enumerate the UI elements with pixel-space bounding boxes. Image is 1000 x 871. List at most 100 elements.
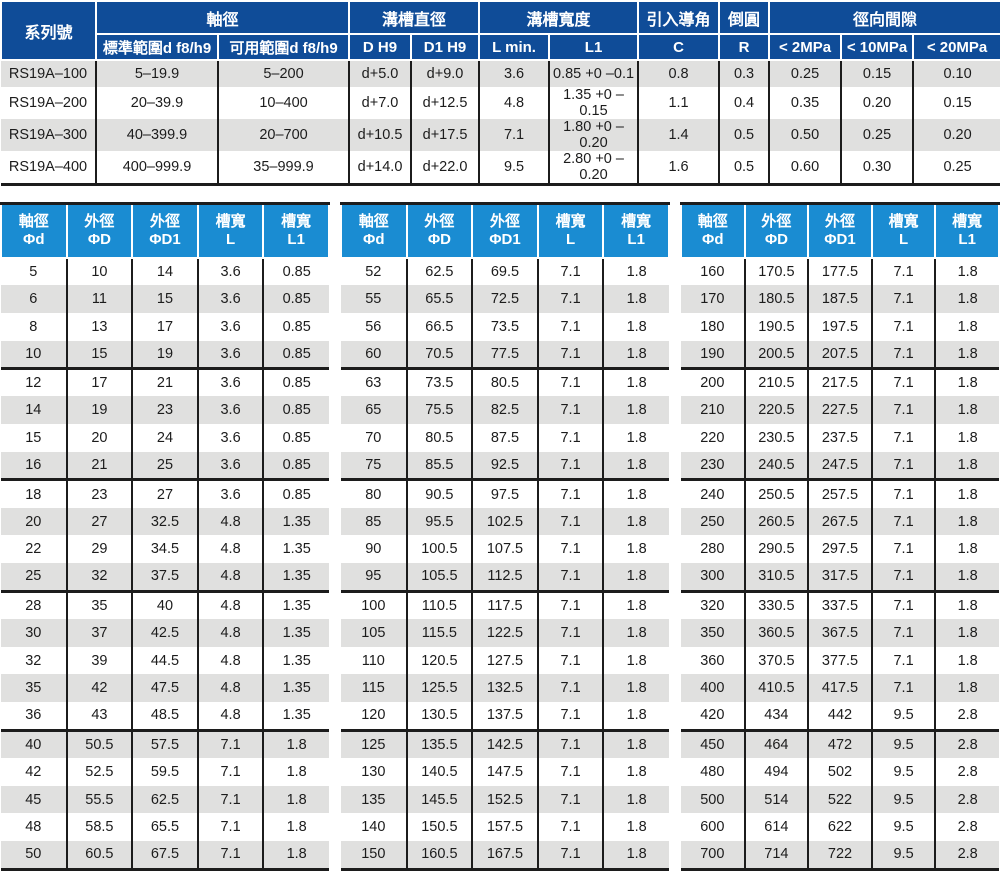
table-cell: 17 — [131, 313, 198, 341]
column-header: 槽寬 L — [196, 203, 265, 259]
series-spec-table: 系列號 軸徑 溝槽直徑 溝槽寬度 引入導角 倒圓 徑向間隙 標準範圍d f8/h… — [0, 0, 1000, 186]
table-cell: d+14.0 — [348, 151, 412, 186]
table-cell: 220.5 — [743, 396, 809, 425]
table-cell: 7.1 — [536, 257, 604, 286]
table-row: 220 230.5 237.5 7.1 1.8 — [681, 424, 999, 453]
table-cell: 367.5 — [807, 618, 872, 647]
table-row: 600 614 622 9.5 2.8 — [681, 813, 999, 842]
table-cell: 160 — [681, 257, 745, 286]
table-cell: 1.8 — [934, 479, 999, 508]
table-cell: d+12.5 — [410, 87, 480, 119]
table-cell: 1.8 — [934, 396, 999, 425]
table-cell: 1.35 — [262, 563, 329, 593]
table-row: 10 15 19 3.6 0.85 — [1, 340, 329, 371]
col-header-d-h9: D H9 — [348, 33, 413, 61]
table-cell: 120.5 — [405, 646, 473, 675]
table-cell: 7.1 — [536, 757, 604, 786]
table-cell: 7.1 — [536, 591, 604, 619]
table-cell: 1.8 — [602, 813, 669, 842]
column-header: 外徑 ΦD1 — [131, 203, 199, 259]
table-row: 14 19 23 3.6 0.85 — [1, 396, 329, 425]
table-cell: 23 — [65, 479, 133, 508]
table-row: 400 410.5 417.5 7.1 1.8 — [681, 674, 999, 703]
table-row: 56 66.5 73.5 7.1 1.8 — [341, 313, 669, 341]
table-cell: 190.5 — [743, 313, 809, 341]
table-cell: 1.8 — [602, 646, 669, 675]
table-cell: 39 — [65, 646, 133, 675]
table-cell: 28 — [1, 591, 67, 619]
col-group-lead-in-chamfer: 引入導角 — [637, 0, 721, 35]
table-cell: 20 — [1, 507, 67, 536]
table-row: 130 140.5 147.5 7.1 1.8 — [341, 757, 669, 786]
table-row: RS19A–400 400–999.9 35–999.9 d+14.0 d+22.0 9.… — [1, 151, 1000, 186]
table-row: 500 514 522 9.5 2.8 — [681, 785, 999, 814]
table-row: 110 120.5 127.5 7.1 1.8 — [341, 646, 669, 675]
table-cell: 0.30 — [840, 151, 914, 186]
table-row: 105 115.5 122.5 7.1 1.8 — [341, 618, 669, 647]
table-cell: 1.35 — [262, 702, 329, 732]
table-cell: 145.5 — [405, 785, 473, 814]
table-row: 70 80.5 87.5 7.1 1.8 — [341, 424, 669, 453]
table-cell: 32 — [65, 563, 133, 593]
table-cell: 117.5 — [471, 591, 538, 619]
table-cell: 0.25 — [840, 119, 914, 151]
table-cell: 0.85 — [262, 368, 329, 397]
table-cell: 77.5 — [471, 340, 538, 371]
table-cell: 15 — [1, 424, 67, 453]
table-cell: 9.5 — [870, 730, 936, 758]
table-cell: 36 — [1, 702, 67, 732]
table-cell: RS19A–300 — [1, 119, 96, 151]
table-cell: 34.5 — [131, 535, 198, 564]
table-row: 200 210.5 217.5 7.1 1.8 — [681, 368, 999, 397]
table-cell: 135 — [341, 785, 407, 814]
table-cell: 7.1 — [870, 257, 936, 286]
table-cell: 20–39.9 — [95, 87, 218, 119]
spec-header-sub-row: 標準範圍d f8/h9 可用範圍d f8/h9 D H9 D1 H9 L min… — [1, 33, 1000, 61]
table-cell: 62.5 — [405, 257, 473, 286]
table-cell: 56 — [341, 313, 407, 341]
table-cell: 45 — [1, 785, 67, 814]
table-cell: 73.5 — [405, 368, 473, 397]
table-cell: 2.8 — [934, 730, 999, 758]
table-cell: 150 — [341, 841, 407, 871]
table-cell: 1.8 — [934, 313, 999, 341]
table-cell: 0.60 — [768, 151, 842, 186]
table-cell: 1.35 +0 –0.15 — [548, 87, 639, 119]
col-header-usable-range: 可用範圍d f8/h9 — [216, 33, 351, 61]
table-cell: 0.85 — [262, 396, 329, 425]
table-cell: RS19A–200 — [1, 87, 96, 119]
table-cell: 2.8 — [934, 757, 999, 786]
table-cell: 80.5 — [471, 368, 538, 397]
table-row: 5 10 14 3.6 0.85 — [1, 257, 329, 286]
table-cell: 230 — [681, 452, 745, 482]
col-header-d1-h9: D1 H9 — [410, 33, 481, 61]
table-cell: 7.1 — [536, 535, 604, 564]
table-cell: 122.5 — [471, 618, 538, 647]
table-row: 180 190.5 197.5 7.1 1.8 — [681, 313, 999, 341]
table-cell: 80.5 — [405, 424, 473, 453]
table-cell: 21 — [131, 368, 198, 397]
table-cell: 1.8 — [934, 368, 999, 397]
table-cell: 140 — [341, 813, 407, 842]
table-cell: 70.5 — [405, 340, 473, 371]
table-cell: 16 — [1, 452, 67, 482]
table-cell: 100.5 — [405, 535, 473, 564]
table-cell: 60 — [341, 340, 407, 371]
table-cell: 19 — [131, 340, 198, 371]
table-cell: 197.5 — [807, 313, 872, 341]
table-cell: 0.85 — [262, 424, 329, 453]
table-cell: 1.8 — [934, 257, 999, 286]
table-cell: 260.5 — [743, 507, 809, 536]
column-header: 外徑 ΦD1 — [471, 203, 539, 259]
table-cell: 92.5 — [471, 452, 538, 482]
table-cell: 95 — [341, 563, 407, 593]
table-cell: 37.5 — [131, 563, 198, 593]
table-cell: 1.35 — [262, 646, 329, 675]
table-row: 135 145.5 152.5 7.1 1.8 — [341, 785, 669, 814]
table-row: 700 714 722 9.5 2.8 — [681, 841, 999, 871]
table-cell: 10 — [65, 257, 133, 286]
table-cell: 100 — [341, 591, 407, 619]
table-cell: 135.5 — [405, 730, 473, 758]
table-cell: 22 — [1, 535, 67, 564]
table-cell: 3.6 — [196, 396, 264, 425]
